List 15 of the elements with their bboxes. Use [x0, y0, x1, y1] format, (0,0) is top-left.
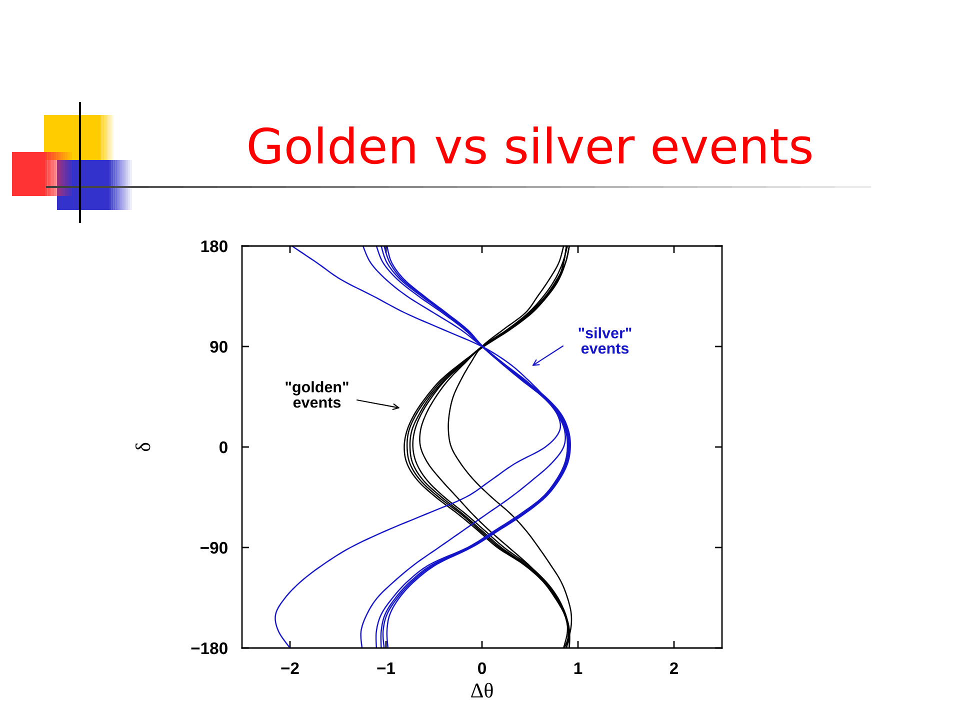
- annotation: "silver" events: [578, 327, 632, 354]
- annotation: "golden" events: [286, 381, 348, 408]
- y-tick-label: −180: [191, 642, 228, 654]
- y-tick-label: 90: [210, 340, 228, 353]
- x-tick-label: −2: [281, 662, 299, 674]
- x-tick-label: 2: [670, 662, 678, 674]
- x-tick-label: 1: [574, 662, 582, 674]
- y-axis-title: δ: [135, 442, 150, 452]
- x-tick-label: 0: [478, 662, 486, 674]
- y-tick-label: 0: [220, 441, 228, 454]
- x-tick-label: −1: [377, 662, 396, 674]
- y-tick-label: −90: [200, 542, 228, 554]
- chart-title: Golden vs silver events: [248, 126, 812, 164]
- y-tick-label: 180: [201, 240, 228, 252]
- x-axis-title: Δθ: [471, 682, 493, 698]
